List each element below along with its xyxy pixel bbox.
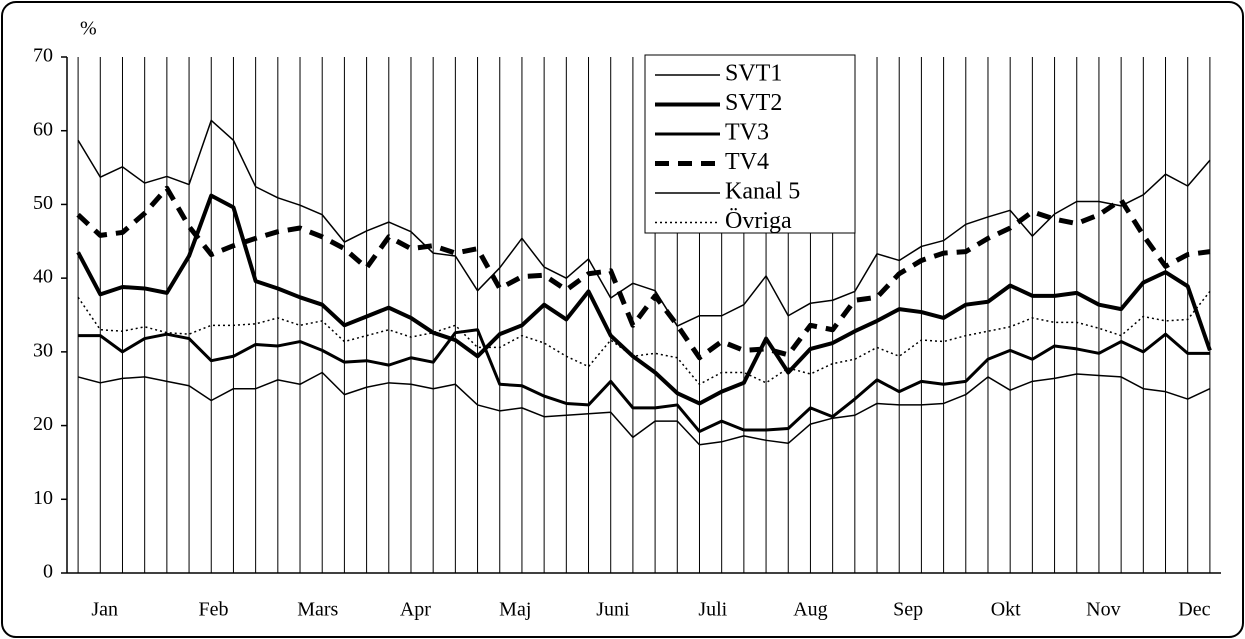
x-tick-label: Maj — [499, 599, 531, 621]
series-line — [77, 119, 1211, 327]
legend-label: Kanal 5 — [725, 179, 800, 205]
y-tick-label: 30 — [33, 339, 53, 361]
x-tick-label: Sep — [893, 599, 923, 621]
y-tick-label: 10 — [33, 487, 53, 509]
x-tick-label: Dec — [1178, 599, 1210, 621]
legend-box — [644, 54, 856, 234]
legend-label: SVT2 — [725, 90, 782, 116]
legend-label: SVT1 — [725, 61, 782, 87]
y-axis-label: % — [80, 18, 97, 40]
x-tick-label: Mars — [297, 599, 338, 621]
y-tick-label: 40 — [33, 266, 53, 288]
y-tick-label: 70 — [33, 45, 53, 67]
y-tick-label: 20 — [33, 413, 53, 435]
legend-label: TV4 — [725, 149, 769, 175]
legend-label: Övriga — [725, 208, 792, 234]
x-tick-label: Juni — [596, 599, 630, 621]
y-tick-label: 0 — [43, 561, 53, 583]
y-tick-label: 50 — [33, 192, 53, 214]
x-tick-label: Juli — [698, 599, 727, 621]
legend-label: TV3 — [725, 120, 769, 146]
series-line — [76, 193, 1212, 406]
series-line — [76, 185, 1211, 361]
x-tick-label: Feb — [198, 599, 228, 621]
x-tick-label: Aug — [793, 599, 827, 621]
x-tick-label: Apr — [400, 599, 431, 621]
x-tick-label: Okt — [991, 599, 1021, 621]
series-line — [78, 328, 1210, 433]
x-tick-label: Nov — [1086, 599, 1120, 621]
series-line — [77, 371, 1211, 446]
x-tick-label: Jan — [91, 599, 118, 621]
y-tick-label: 60 — [33, 118, 53, 140]
